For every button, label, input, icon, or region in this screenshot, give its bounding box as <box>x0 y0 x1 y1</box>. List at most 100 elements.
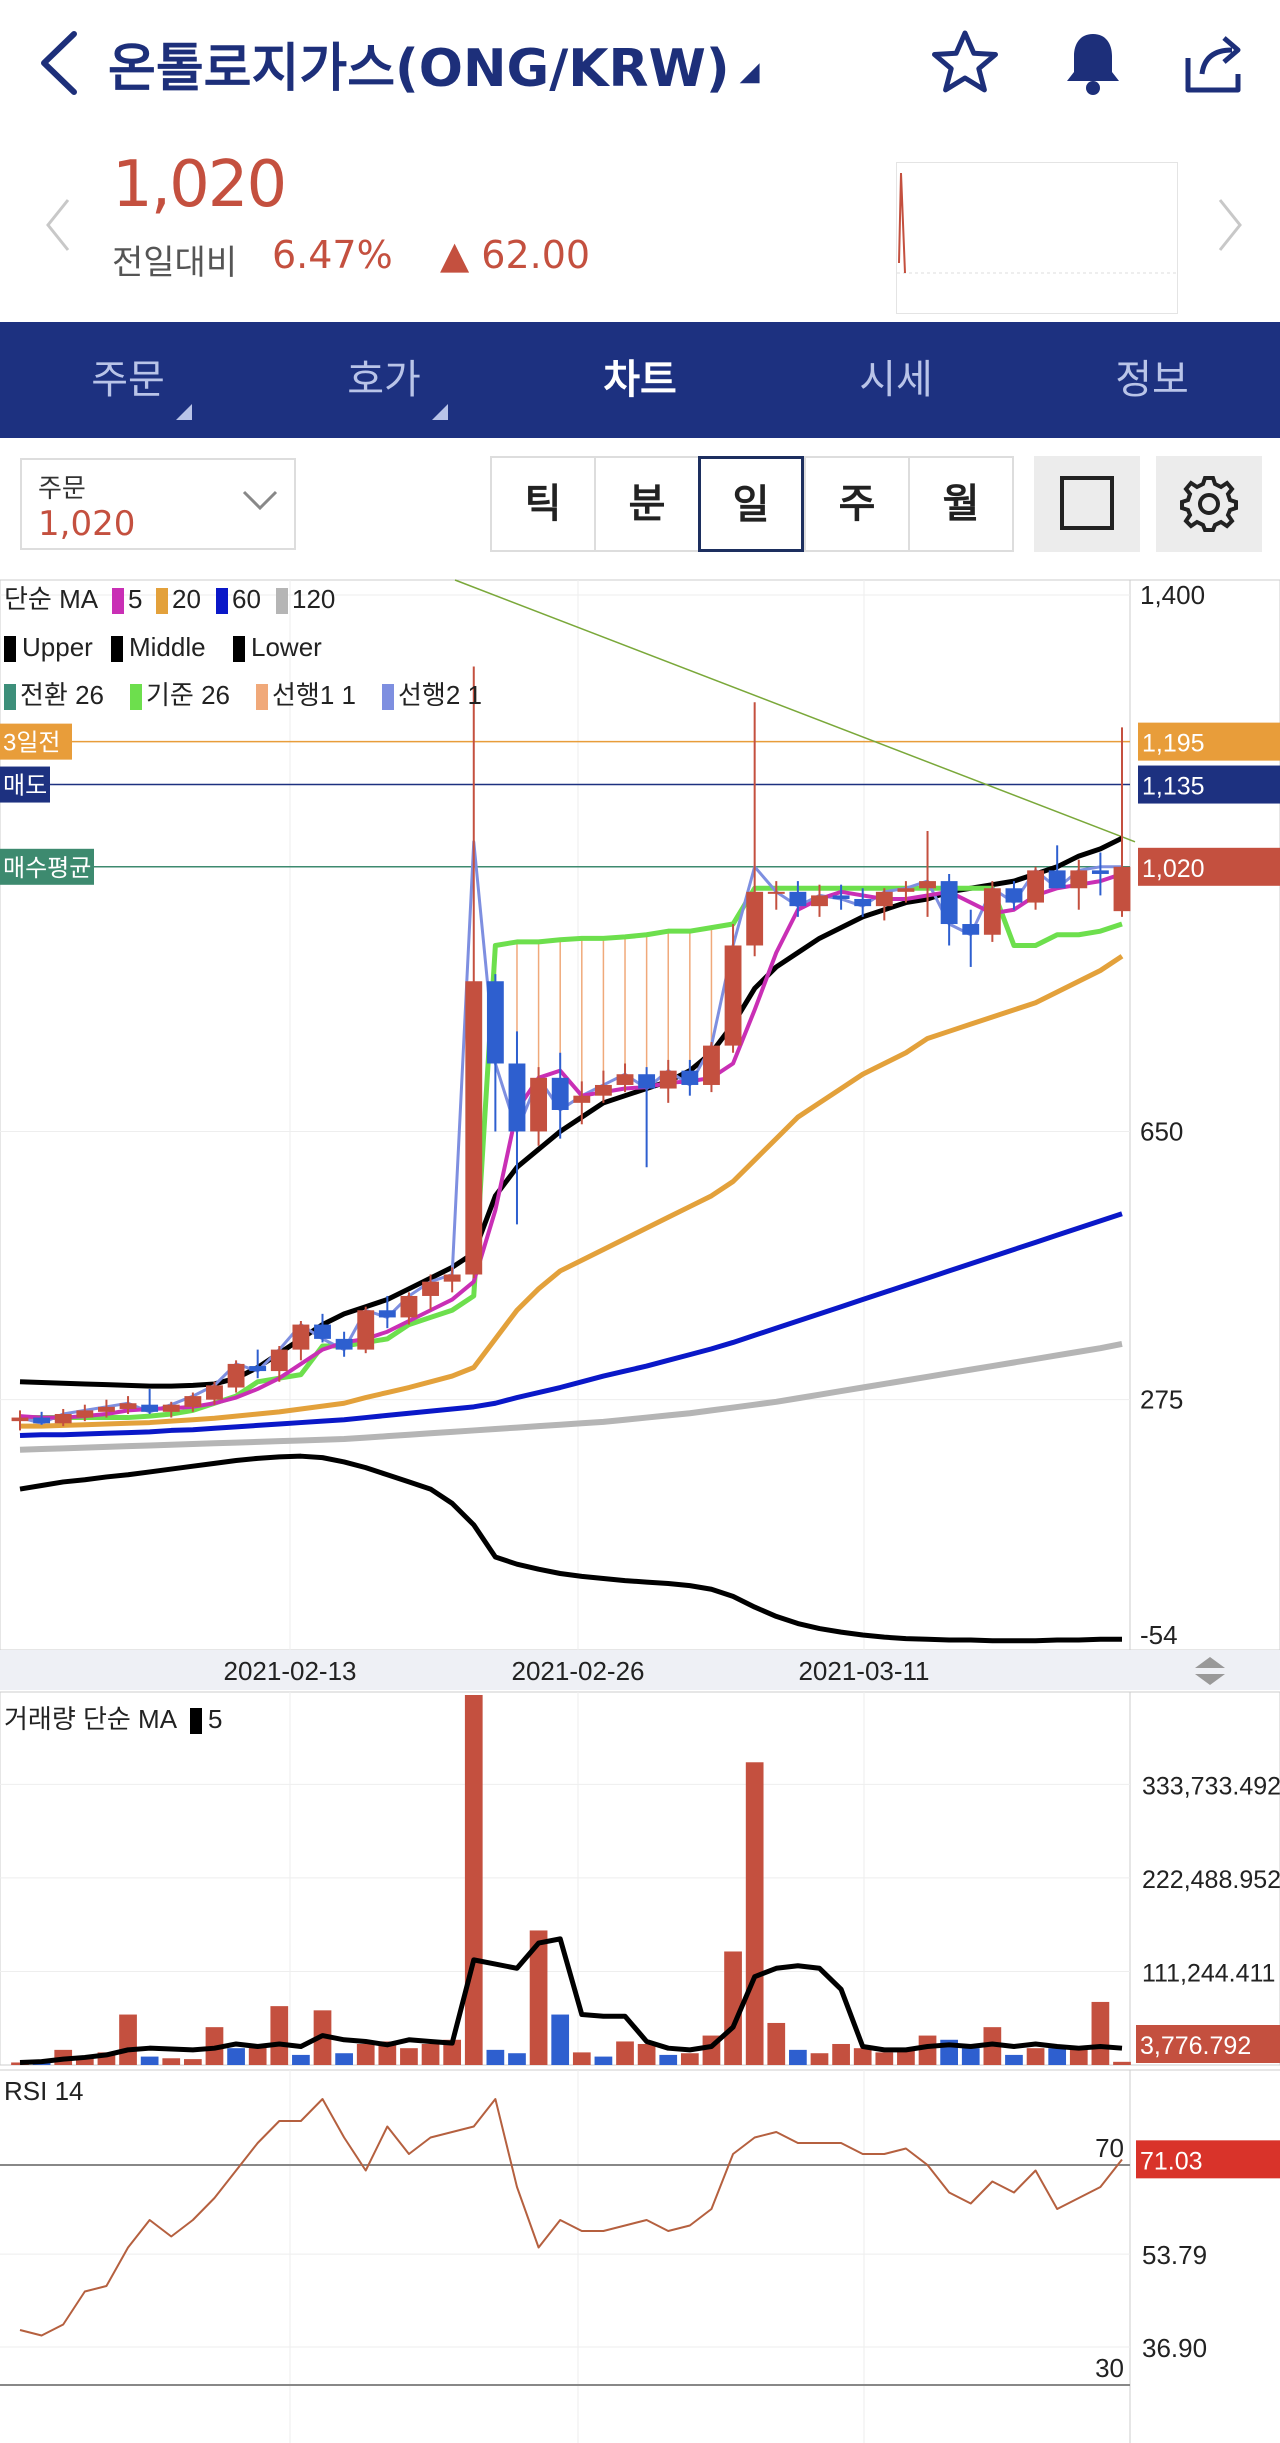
candle-body <box>919 881 936 889</box>
coin-title[interactable]: 온톨로지가스(ONG/KRW) ◢ <box>108 26 760 101</box>
tab-chart[interactable]: 차트 <box>512 322 768 438</box>
volume-bar <box>356 2043 375 2065</box>
volume-bar <box>443 2039 462 2065</box>
volume-bar <box>335 2053 353 2065</box>
volume-bar <box>248 2043 267 2065</box>
candle-body <box>98 1406 115 1412</box>
candle-body <box>54 1413 72 1424</box>
candle-body <box>962 924 980 935</box>
volume-bar <box>292 2054 310 2065</box>
main-tab-bar: 주문 호가 차트 시세 정보 <box>0 322 1280 438</box>
period-tick-button[interactable]: 틱 <box>490 456 596 552</box>
tab-order[interactable]: 주문 <box>0 322 256 438</box>
volume-bar <box>1005 2054 1023 2065</box>
volume-current-value: 3,776.792 <box>1140 2032 1251 2060</box>
change-percent: 6.47% <box>272 233 393 277</box>
select-label: 주문 <box>38 474 86 504</box>
candle-body <box>789 891 807 907</box>
volume-bar <box>572 2052 591 2065</box>
tab-info[interactable]: 정보 <box>1024 322 1280 438</box>
legend-swatch <box>111 636 123 662</box>
rsi-current-box <box>1136 2140 1280 2179</box>
period-week-button[interactable]: 주 <box>804 456 910 552</box>
star-icon[interactable] <box>930 28 1000 98</box>
settings-button[interactable] <box>1156 456 1262 552</box>
tab-menu-marker <box>176 404 192 420</box>
volume-bar <box>767 2022 786 2065</box>
fullscreen-button[interactable] <box>1034 456 1140 552</box>
legend-label: Upper <box>22 632 93 662</box>
select-value: 1,020 <box>38 504 136 544</box>
candle-body <box>162 1404 180 1412</box>
candle-body <box>400 1295 418 1318</box>
date-axis[interactable]: 2021-02-13 2021-02-26 2021-03-11 <box>0 1650 1280 1690</box>
candle-body <box>811 895 828 907</box>
tab-orderbook[interactable]: 호가 <box>256 322 512 438</box>
tab-label: 정보 <box>1115 357 1189 403</box>
period-day-button[interactable]: 일 <box>698 456 804 552</box>
candle-body <box>703 1045 720 1085</box>
tab-quotes[interactable]: 시세 <box>768 322 1024 438</box>
period-month-button[interactable]: 월 <box>908 456 1014 552</box>
resize-handle-down-icon <box>1195 1674 1225 1685</box>
quote-summary: 1,020 전일대비 6.47% ▲ 62.00 <box>0 130 1280 320</box>
price-line-tag <box>0 848 94 885</box>
candle-body <box>638 1074 656 1089</box>
candle-body <box>227 1363 245 1388</box>
volume-bar <box>119 2014 137 2065</box>
bell-icon[interactable] <box>1058 28 1128 98</box>
candle-body <box>854 898 872 907</box>
volume-ma-label: 5 <box>208 1704 222 1734</box>
candle-body <box>897 888 915 892</box>
next-coin-arrow-icon[interactable] <box>1210 190 1250 260</box>
volume-axis-label: 111,244.411 <box>1142 1959 1275 1987</box>
date-axis-band <box>0 1650 1280 1690</box>
legend-swatch <box>382 684 394 710</box>
legend-label: Middle <box>129 632 206 662</box>
share-icon[interactable] <box>1180 28 1250 98</box>
bb-lower-line <box>19 1453 1122 1644</box>
trend-line <box>454 579 1136 843</box>
chevron-left-icon[interactable] <box>30 28 90 98</box>
legend-swatch <box>156 588 168 614</box>
candle-body <box>443 1274 461 1282</box>
period-minute-button[interactable]: 분 <box>594 456 700 552</box>
ma60-line <box>19 1211 1123 1438</box>
compare-label: 전일대비 <box>112 243 238 283</box>
legend-swatch <box>130 684 142 710</box>
square-icon <box>1060 476 1114 530</box>
volume-bar <box>1026 2048 1045 2065</box>
indicator-overlays <box>19 835 1124 1644</box>
legend-label: 선행1 1 <box>272 680 356 710</box>
price-axis-label: -54 <box>1140 1620 1178 1650</box>
legend-swatch <box>276 588 288 614</box>
candle-body <box>422 1281 439 1296</box>
volume-bar <box>594 2056 613 2065</box>
prev-coin-arrow-icon[interactable] <box>38 190 78 260</box>
volume-bar <box>378 2041 397 2065</box>
legend-swatch <box>256 684 268 710</box>
candle-body <box>11 1417 29 1422</box>
candle-body <box>378 1310 396 1318</box>
volume-bar <box>529 1930 548 2065</box>
price-line-value-box <box>1138 847 1280 886</box>
resize-handle-up-icon <box>1195 1657 1225 1668</box>
candle-body <box>508 1063 526 1132</box>
volume-bar <box>1069 2049 1088 2065</box>
candle-body <box>486 981 504 1064</box>
candle-body <box>314 1324 331 1339</box>
candle-body <box>832 895 850 899</box>
rsi-axis-label: 53.79 <box>1142 2240 1207 2270</box>
volume-bar <box>400 2048 418 2065</box>
volume-ma5-line <box>19 1936 1123 2065</box>
candle-body <box>983 888 1001 935</box>
rsi-line <box>19 2098 1123 2337</box>
candle-body <box>292 1324 310 1350</box>
volume-bar <box>832 2043 850 2065</box>
volume-title: 거래량 단순 MA <box>4 1704 178 1734</box>
legend-label: 120 <box>292 584 335 614</box>
tab-label: 주문 <box>91 357 165 403</box>
volume-bar <box>1091 2001 1110 2065</box>
price-line-select[interactable]: 주문 1,020 <box>20 458 296 550</box>
